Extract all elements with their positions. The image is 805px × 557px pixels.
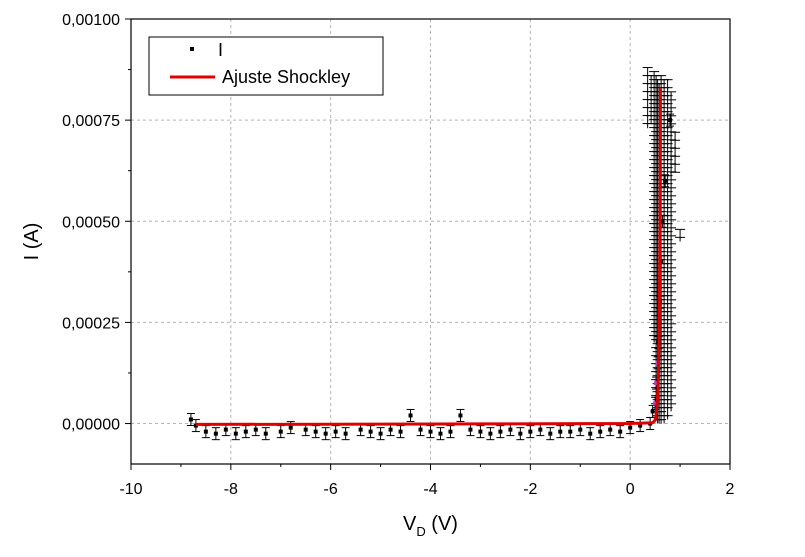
x-tick-label: -8 [224,481,238,498]
data-point [653,401,658,406]
data-point [468,427,473,432]
data-point [388,427,393,432]
data-point [448,429,453,434]
x-axis-label: VD (V) [403,513,458,539]
x-tick-label: -2 [523,481,537,498]
legend-label-data: I [218,40,223,60]
data-point [488,431,493,436]
data-point [253,427,258,432]
data-point [528,429,533,434]
data-point [288,425,293,430]
data-point [650,409,655,414]
x-tick-label: 2 [726,481,735,498]
legend-label-fit: Ajuste Shockley [222,67,350,87]
legend-box [148,36,384,96]
data-point [343,431,348,436]
data-point [638,423,643,428]
data-point [243,429,248,434]
data-point [628,425,633,430]
x-axis-label-unit: (V) [426,513,458,535]
data-point [263,431,268,436]
data-point [438,431,443,436]
data-point [558,429,563,434]
data-point [333,429,338,434]
data-point [588,431,593,436]
data-point [188,417,193,422]
data-point [368,429,373,434]
data-point [323,431,328,436]
data-point [408,413,413,418]
x-axis-label-main: V [403,513,417,535]
data-series [186,67,686,441]
data-point [654,381,659,386]
data-point [498,429,503,434]
data-point [548,431,553,436]
data-point [508,427,513,432]
y-tick-label: 0,00050 [62,214,120,231]
x-axis-label-subscript: D [416,524,425,539]
data-point [223,427,228,432]
x-tick-label: -10 [119,481,142,498]
data-point [538,427,543,432]
x-tick-label: 0 [626,481,635,498]
fit-line [195,87,662,426]
data-point [668,118,673,123]
data-point [663,178,668,183]
data-point [518,431,523,436]
x-tick-label: -6 [324,481,338,498]
data-point [358,427,363,432]
data-point [213,431,218,436]
data-point [278,429,283,434]
data-point [193,423,198,428]
legend-marker-points [190,47,194,51]
data-point [303,427,308,432]
y-axis-label: I (A) [21,223,43,261]
data-point [398,429,403,434]
data-point [203,429,208,434]
data-point [660,219,665,224]
data-point [458,413,463,418]
data-point [568,429,573,434]
data-point [618,429,623,434]
legend: I Ajuste Shockley [148,36,384,96]
data-point [428,429,433,434]
data-point [378,431,383,436]
data-point [313,429,318,434]
y-tick-label: 0,00025 [62,315,120,332]
data-point [478,429,483,434]
y-tick-label: 0,00000 [62,417,120,434]
x-tick-label: -4 [423,481,437,498]
y-tick-label: 0,00075 [62,113,120,130]
data-point [418,427,423,432]
data-point [608,427,613,432]
axes: -10 -8 -6 -4 -2 0 2 0,00000 0,00025 0,00050 0,0007… [62,12,734,498]
y-tick-label: 0,00100 [62,12,120,29]
data-point [598,429,603,434]
data-point [233,431,238,436]
data-point [578,427,583,432]
